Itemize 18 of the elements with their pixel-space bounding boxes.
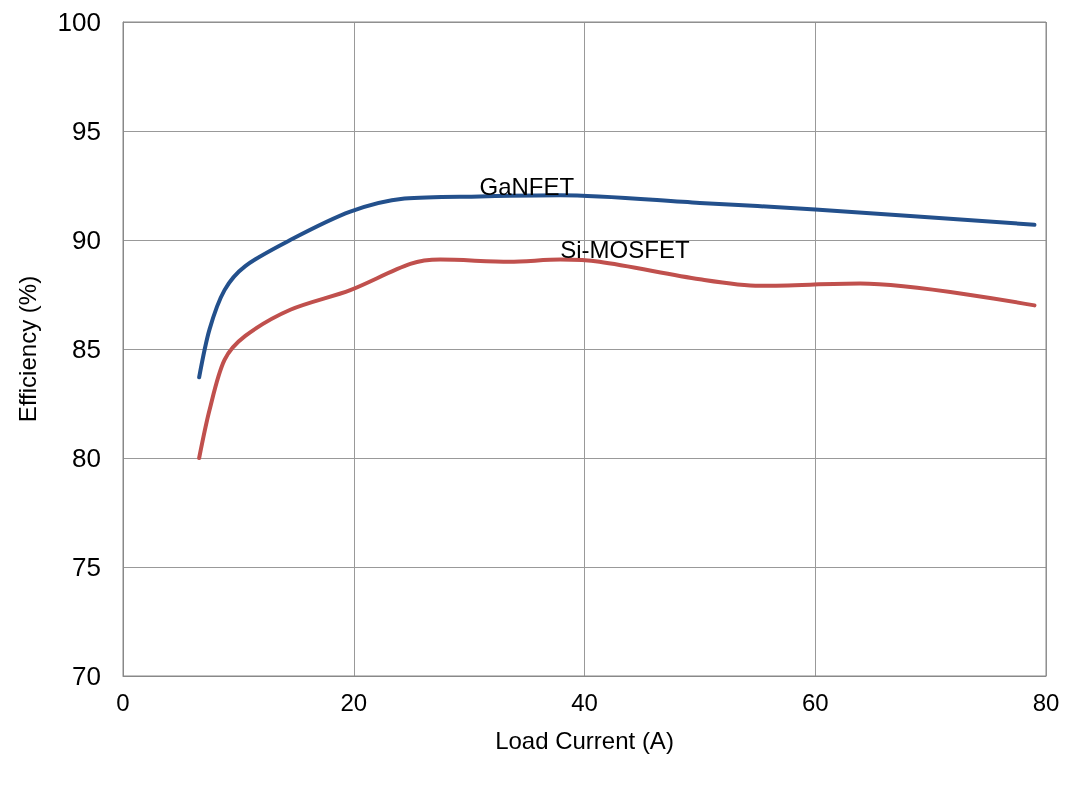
x-tick-label: 0 [116, 688, 130, 716]
x-tick-label: 60 [801, 688, 829, 716]
series-label: Si-MOSFET [560, 236, 690, 264]
y-tick-label: 90 [72, 225, 101, 255]
y-tick-label: 95 [72, 116, 101, 146]
y-tick-label: 70 [72, 661, 101, 691]
x-tick-label: 80 [1032, 688, 1060, 716]
y-axis-title: Efficiency (%) [13, 275, 41, 423]
y-tick-label: 100 [57, 7, 101, 37]
x-tick-label: 40 [571, 688, 598, 716]
x-axis-title: Load Current (A) [495, 726, 674, 754]
x-tick-label: 20 [340, 688, 368, 716]
line-series [197, 193, 1037, 380]
y-tick-label: 75 [72, 552, 101, 582]
y-tick-label: 80 [72, 443, 101, 473]
series-label: GaNFET [479, 172, 575, 200]
y-tick-label: 85 [72, 334, 101, 364]
line-series [197, 257, 1037, 460]
